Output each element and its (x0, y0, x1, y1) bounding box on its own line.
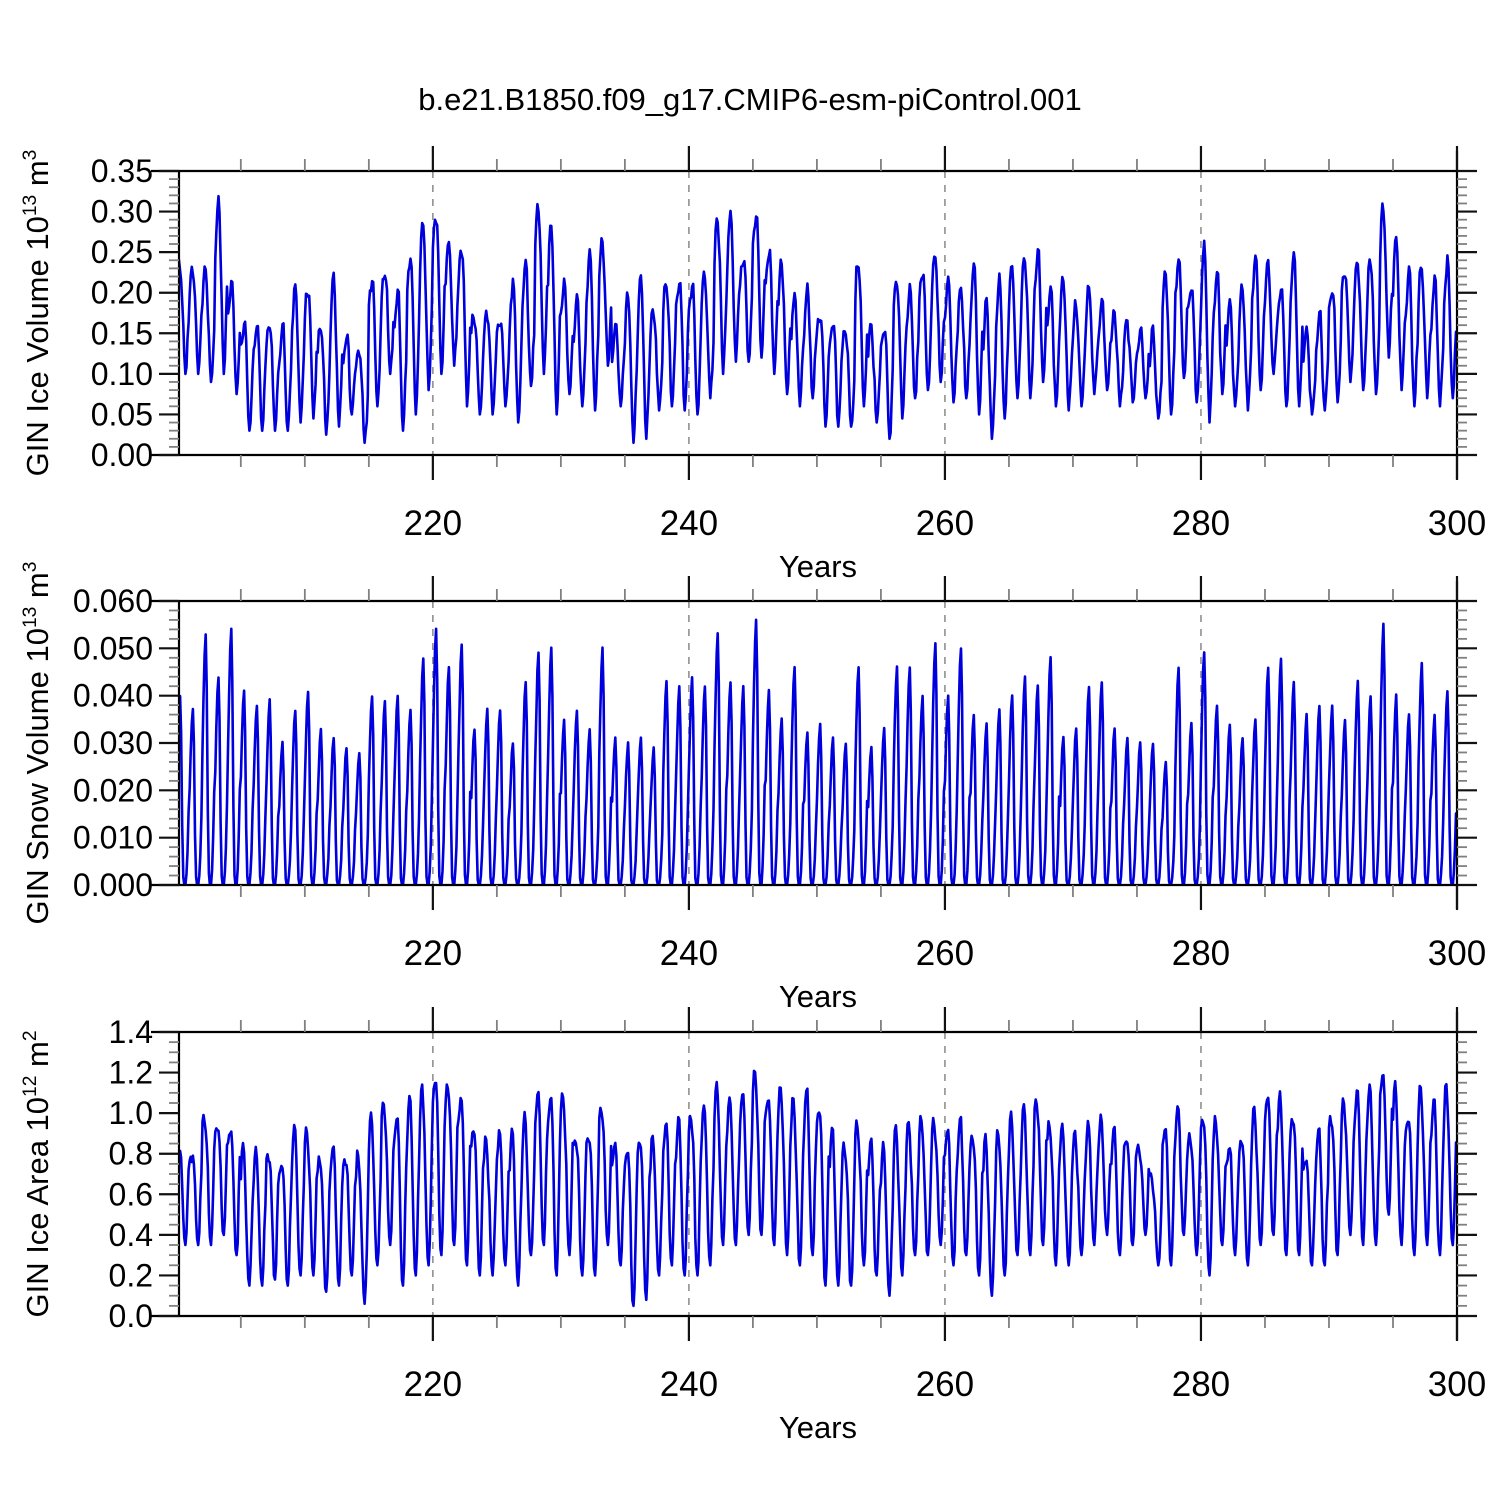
x-axis-title: Years (779, 549, 857, 584)
y-tick-label: 0.010 (73, 820, 153, 856)
y-tick-label: 0.8 (109, 1136, 153, 1172)
x-tick-label: 220 (404, 1365, 462, 1404)
x-tick-label: 240 (660, 504, 718, 543)
x-tick-label: 240 (660, 1365, 718, 1404)
plot-title: b.e21.B1850.f09_g17.CMIP6-esm-piControl.… (418, 82, 1082, 117)
x-tick-label: 240 (660, 934, 718, 973)
panel-gin-snow-volume: 0.000 0.010 0.020 0.030 0.040 0.050 0.060 220 24… (73, 576, 1486, 1014)
x-axis-title: Years (779, 979, 857, 1014)
x-tick-label: 280 (1172, 1365, 1230, 1404)
x-tick-label: 260 (916, 504, 974, 543)
y-tick-label: 0.0 (109, 1298, 153, 1334)
y-tick-label: 0.20 (91, 275, 153, 311)
y-tick-label: 0.05 (91, 396, 153, 432)
panel-gin-ice-area: 0.0 0.2 0.4 0.6 0.8 1.0 1.2 1.4 220 240 260 280 300 Y… (109, 1007, 1486, 1445)
data-line-gin-ice-volume (179, 194, 1457, 445)
panel-gin-ice-volume: 0.00 0.05 0.10 0.15 0.20 0.25 0.30 0.35 220 240 26… (91, 146, 1486, 584)
y-tick-label: 0.2 (109, 1257, 153, 1293)
y-tick-label: 0.4 (109, 1217, 153, 1253)
y-tick-label: 0.10 (91, 356, 153, 392)
y-tick-label: 1.4 (109, 1014, 153, 1050)
x-tick-label: 220 (404, 504, 462, 543)
y-tick-label: 0.030 (73, 725, 153, 761)
x-tick-label: 260 (916, 934, 974, 973)
y-tick-label: 1.0 (109, 1095, 153, 1131)
x-axis-title: Years (779, 1410, 857, 1445)
y-tick-label: 1.2 (109, 1055, 153, 1091)
x-tick-label: 280 (1172, 504, 1230, 543)
y-tick-label: 0.35 (91, 153, 153, 189)
y-tick-label: 0.000 (73, 867, 153, 903)
y-tick-label: 0.25 (91, 234, 153, 270)
x-tick-label: 300 (1428, 1365, 1486, 1404)
x-tick-label: 280 (1172, 934, 1230, 973)
y-tick-label: 0.050 (73, 630, 153, 666)
y-tick-label: 0.30 (91, 194, 153, 230)
x-tick-label: 300 (1428, 934, 1486, 973)
y-tick-label: 0.6 (109, 1176, 153, 1212)
x-tick-label: 220 (404, 934, 462, 973)
x-tick-label: 300 (1428, 504, 1486, 543)
y-tick-label: 0.060 (73, 583, 153, 619)
data-line-gin-snow-volume (179, 618, 1457, 885)
x-tick-label: 260 (916, 1365, 974, 1404)
y-tick-label: 0.00 (91, 437, 153, 473)
y-tick-label: 0.020 (73, 772, 153, 808)
data-line-gin-ice-area (179, 1069, 1457, 1308)
y-tick-label: 0.15 (91, 315, 153, 351)
y-tick-label: 0.040 (73, 678, 153, 714)
